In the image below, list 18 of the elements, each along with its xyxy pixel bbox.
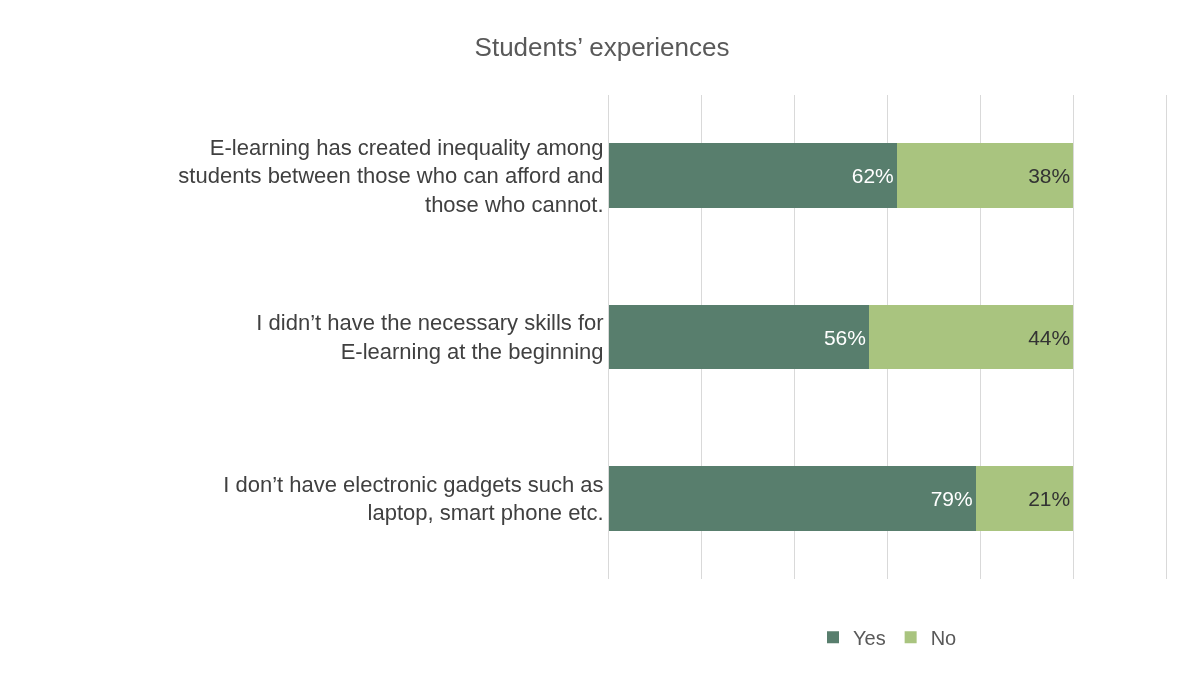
- bar: [975, 466, 1074, 531]
- legend-label: Yes: [853, 627, 886, 650]
- data-label: 44%: [1028, 325, 1071, 349]
- bar: [609, 143, 897, 208]
- y-tick-label: I don’t have electronic gadgets such as laptop, smart phone etc.: [223, 471, 604, 526]
- data-label: 21%: [1028, 486, 1071, 510]
- y-tick-label: I didn’t have the necessary skills for E-learning at the beginning: [256, 310, 604, 364]
- y-tick-label: E-learning has created inequality among students between those who can afford and those who cannot.: [178, 134, 604, 217]
- bar: [609, 466, 976, 531]
- data-label: 79%: [930, 486, 973, 510]
- data-label: 38%: [1028, 164, 1071, 188]
- data-label: 62%: [851, 164, 894, 188]
- bar: [868, 304, 1074, 370]
- chart-title: Students’ experiences: [474, 32, 730, 63]
- bar: [896, 143, 1074, 208]
- legend-label: No: [930, 627, 957, 650]
- data-label: 56%: [823, 325, 866, 349]
- bar: [609, 304, 869, 370]
